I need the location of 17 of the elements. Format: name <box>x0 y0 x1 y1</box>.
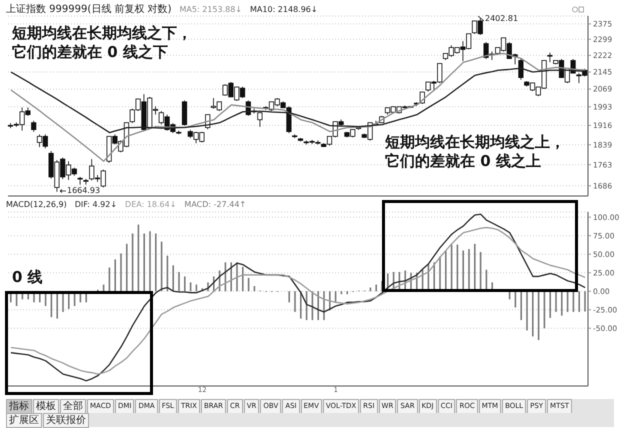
text: 模板 <box>33 399 59 414</box>
annotation: 0 线 <box>12 268 43 287</box>
chart-title: 上证指数 999999(日线 前复权 对数) <box>6 2 172 16</box>
text: 关联报价 <box>43 413 89 428</box>
text: DEA: 18.64↓ <box>125 200 176 209</box>
annotation: 短期均线在长期均线之下，它们的差就在 0 线之下 <box>12 24 193 62</box>
text: MACD: -27.44↑ <box>184 200 246 209</box>
chart-title: MACD(12,26,9) <box>6 200 67 209</box>
text: MA10: 2148.96↓ <box>250 5 318 14</box>
text: 指标 <box>6 399 32 414</box>
text: DIF: 4.92↓ <box>74 200 118 209</box>
annotation: 短期均线在长期均线之上，它们的差就在 0 线之上 <box>385 133 566 171</box>
text: 扩展区 <box>6 413 42 428</box>
annotation: 1664.93 <box>67 186 100 195</box>
text: 全部 <box>60 399 86 414</box>
annotation: 2402.81 <box>485 14 518 23</box>
text: MA5: 2153.88↓ <box>180 5 242 14</box>
